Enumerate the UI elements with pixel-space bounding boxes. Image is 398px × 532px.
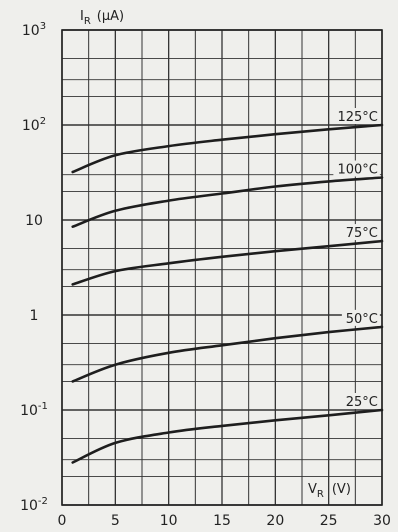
y-axis-label: IR (µA) (80, 9, 124, 27)
series-label-bg (341, 309, 380, 326)
x-tick-label: 15 (213, 513, 231, 529)
series-label: 75°C (346, 226, 378, 241)
x-tick-label: 10 (160, 513, 178, 529)
series-label-bg (333, 108, 380, 124)
series-label-bg (341, 224, 380, 241)
y-tick-label: 102 (22, 116, 46, 134)
x-tick-label: 30 (373, 513, 391, 529)
series-line (71, 325, 384, 383)
x-axis-label-unit: (V) (332, 482, 351, 497)
x-tick-label: 5 (111, 513, 120, 529)
plot-frame (61, 29, 383, 506)
grid (61, 29, 383, 506)
x-axis-label-main: V (308, 482, 317, 497)
series-line (71, 176, 384, 228)
series-label-bg (341, 393, 380, 409)
y-tick-label: 1 (30, 308, 39, 324)
y-tick-label: 10 (25, 213, 43, 229)
curves: 125°C 100°C 75°C 50°C 25°C (71, 108, 384, 464)
series-label: 125°C (337, 110, 377, 125)
series-label: 50°C (346, 312, 378, 327)
y-axis-label-sub: R (84, 16, 91, 27)
y-axis-label-unit: (µA) (97, 9, 124, 24)
series-line (71, 239, 384, 286)
y-tick-labels: 10-2 10-1 1 10 102 103 (20, 21, 48, 514)
series-label: 100°C (337, 163, 377, 178)
x-tick-label: 20 (266, 513, 284, 529)
x-tick-label: 25 (320, 513, 338, 529)
y-tick-label: 10-1 (20, 401, 48, 419)
y-axis-label-main: I (80, 9, 84, 24)
series-line (71, 408, 384, 464)
series-label: 25°C (346, 395, 378, 410)
series-label-bg (333, 160, 380, 177)
series-line (71, 123, 384, 174)
y-tick-label: 103 (22, 21, 46, 39)
x-tick-label: 0 (58, 513, 67, 529)
x-tick-labels: 0 5 10 15 20 25 30 (58, 513, 391, 529)
y-tick-label: 10-2 (20, 496, 48, 514)
x-axis-label: VR (V) (308, 482, 351, 500)
x-axis-label-sub: R (317, 489, 324, 500)
